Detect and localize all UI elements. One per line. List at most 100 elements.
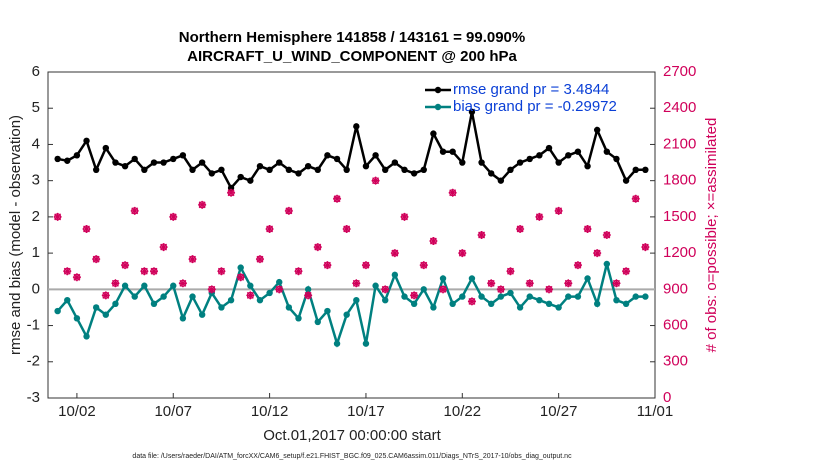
point bbox=[545, 144, 553, 152]
point bbox=[382, 166, 389, 173]
legend-marker bbox=[434, 103, 442, 111]
obs-marker bbox=[227, 188, 236, 197]
obs-marker bbox=[275, 285, 284, 294]
obs-marker-part bbox=[439, 285, 448, 294]
obs-marker bbox=[178, 279, 187, 288]
obs-marker bbox=[265, 224, 274, 233]
point bbox=[295, 170, 302, 177]
obs-marker-part bbox=[159, 243, 168, 252]
point bbox=[237, 173, 244, 181]
obs-marker bbox=[169, 212, 178, 221]
y-tick-label: 3 bbox=[32, 172, 40, 189]
obs-marker-part bbox=[130, 206, 139, 215]
obs-marker bbox=[631, 194, 640, 203]
obs-marker-part bbox=[535, 212, 544, 221]
plot-frame bbox=[47, 71, 656, 399]
y-tick-label: 5 bbox=[32, 99, 40, 116]
point bbox=[83, 333, 90, 340]
y2-tick-label: 0 bbox=[663, 389, 671, 406]
obs-marker bbox=[467, 297, 476, 306]
obs-marker bbox=[419, 261, 428, 270]
obs-marker-part bbox=[545, 285, 554, 294]
point bbox=[102, 311, 110, 318]
y-tick-label: 2 bbox=[32, 208, 40, 225]
point bbox=[343, 166, 350, 173]
obs-marker bbox=[545, 285, 554, 294]
obs-marker bbox=[92, 255, 101, 264]
point bbox=[603, 148, 611, 155]
point bbox=[92, 166, 100, 173]
point bbox=[170, 155, 177, 163]
point bbox=[574, 293, 582, 300]
obs-marker-part bbox=[419, 261, 428, 270]
point bbox=[622, 177, 630, 184]
obs-marker-part bbox=[82, 224, 91, 233]
obs-marker bbox=[313, 243, 322, 252]
obs-marker-part bbox=[304, 291, 313, 300]
point bbox=[401, 293, 408, 300]
obs-marker-part bbox=[72, 273, 81, 282]
obs-marker-part bbox=[525, 279, 534, 288]
point bbox=[237, 264, 244, 271]
obs-marker-part bbox=[602, 231, 611, 239]
obs-marker-part bbox=[101, 291, 110, 300]
obs-marker bbox=[583, 224, 592, 233]
point bbox=[227, 184, 235, 192]
point bbox=[83, 137, 90, 145]
obs-marker bbox=[149, 267, 158, 276]
obs-marker bbox=[477, 231, 486, 239]
obs-marker-part bbox=[111, 279, 120, 288]
x-tick-label: 10/27 bbox=[540, 403, 578, 420]
point bbox=[613, 297, 620, 304]
footnote: data file: /Users/raeder/DAI/ATM_forcXX/… bbox=[132, 453, 572, 460]
point bbox=[401, 166, 408, 173]
obs-marker bbox=[236, 273, 245, 282]
obs-marker bbox=[159, 243, 168, 252]
obs-marker-part bbox=[178, 279, 187, 288]
obs-marker bbox=[304, 291, 313, 300]
point bbox=[353, 297, 360, 304]
point bbox=[112, 300, 119, 308]
point bbox=[324, 307, 331, 315]
point bbox=[179, 315, 187, 322]
legend-marker bbox=[434, 86, 442, 94]
obs-marker-part bbox=[448, 188, 457, 197]
point bbox=[497, 177, 505, 184]
point bbox=[266, 166, 273, 173]
y2-tick-label: 2400 bbox=[663, 99, 696, 116]
obs-marker bbox=[496, 285, 505, 294]
y-tick-label: -1 bbox=[27, 317, 40, 334]
obs-marker bbox=[516, 224, 525, 233]
x-tick-label: 11/01 bbox=[637, 403, 673, 420]
point bbox=[468, 275, 476, 282]
point bbox=[507, 289, 514, 297]
obs-marker-part bbox=[390, 249, 399, 258]
point bbox=[516, 159, 524, 166]
obs-marker bbox=[554, 206, 563, 215]
point bbox=[632, 293, 639, 300]
point bbox=[92, 304, 100, 311]
obs-marker bbox=[400, 212, 409, 221]
point bbox=[227, 297, 235, 304]
point bbox=[449, 148, 456, 155]
obs-marker bbox=[429, 237, 438, 246]
obs-marker-part bbox=[275, 285, 284, 294]
point bbox=[526, 155, 533, 163]
point bbox=[353, 123, 360, 130]
point bbox=[64, 157, 71, 164]
obs-marker-part bbox=[53, 212, 62, 221]
obs-marker-part bbox=[352, 279, 361, 288]
point bbox=[256, 162, 264, 170]
point bbox=[276, 159, 283, 166]
point bbox=[276, 278, 283, 286]
point bbox=[382, 297, 389, 304]
obs-marker bbox=[101, 291, 110, 300]
point bbox=[593, 126, 601, 134]
point bbox=[160, 159, 167, 166]
obs-marker bbox=[188, 255, 197, 264]
point bbox=[516, 304, 524, 311]
point bbox=[112, 159, 119, 166]
point bbox=[121, 162, 129, 170]
point bbox=[372, 282, 379, 289]
point bbox=[54, 307, 61, 315]
